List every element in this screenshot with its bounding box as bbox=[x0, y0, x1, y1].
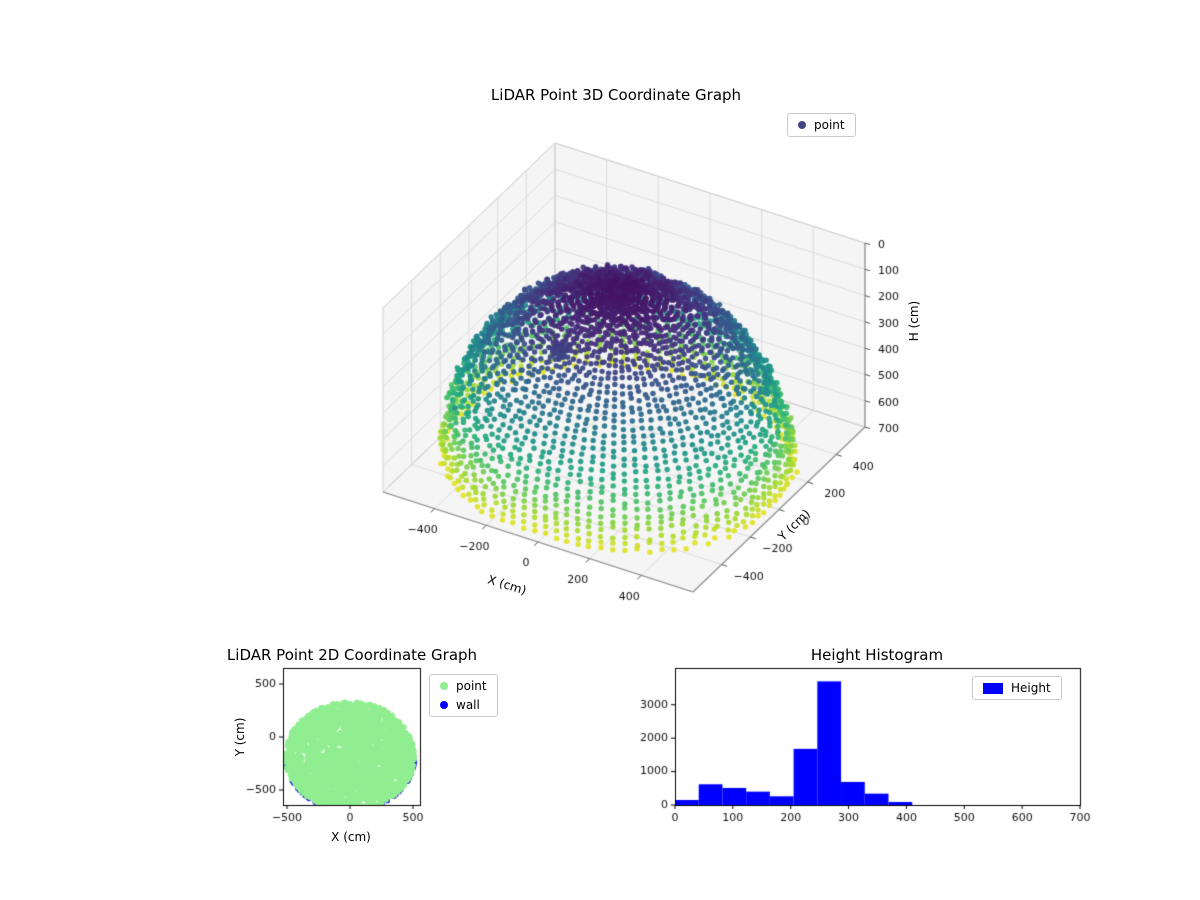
plot2d-legend: point wall bbox=[429, 674, 498, 717]
wall-legend-label: wall bbox=[456, 698, 480, 712]
plot2d-ylabel: Y (cm) bbox=[233, 717, 247, 757]
point-2d-legend-marker-icon bbox=[440, 682, 448, 690]
point-legend-marker-icon bbox=[798, 121, 806, 129]
hist-legend: Height bbox=[972, 676, 1062, 700]
legend-row: wall bbox=[440, 698, 487, 712]
hist-title: Height Histogram bbox=[810, 646, 944, 664]
plot3d-zlabel: H (cm) bbox=[907, 300, 921, 342]
height-legend-label: Height bbox=[1011, 681, 1051, 695]
legend-row: Height bbox=[983, 681, 1051, 695]
height-legend-swatch-icon bbox=[983, 682, 1003, 694]
legend-row: point bbox=[440, 679, 487, 693]
wall-legend-marker-icon bbox=[440, 701, 448, 709]
plot3d-title: LiDAR Point 3D Coordinate Graph bbox=[490, 86, 742, 104]
point-legend-label: point bbox=[814, 118, 845, 132]
legend-row: point bbox=[798, 118, 845, 132]
plot2d-title: LiDAR Point 2D Coordinate Graph bbox=[226, 646, 478, 664]
plot3d-legend: point bbox=[787, 113, 856, 137]
plot2d-xlabel: X (cm) bbox=[331, 830, 371, 844]
point-2d-legend-label: point bbox=[456, 679, 487, 693]
